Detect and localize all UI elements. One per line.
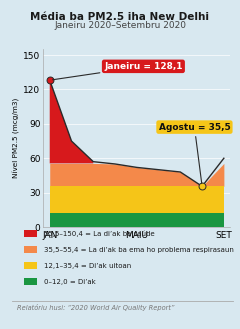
Text: Janeiru 2020–Setembru 2020: Janeiru 2020–Setembru 2020 bbox=[54, 21, 186, 30]
Text: Agostu = 35,5: Agostu = 35,5 bbox=[159, 123, 230, 184]
Text: Janeiru = 128,1: Janeiru = 128,1 bbox=[53, 62, 183, 80]
Text: 12,1–35,4 = Di’ak uitoan: 12,1–35,4 = Di’ak uitoan bbox=[44, 263, 132, 269]
Text: Relatóriu husi: “2020 World Air Quality Report”: Relatóriu husi: “2020 World Air Quality … bbox=[17, 304, 174, 311]
Y-axis label: Nível PM2.5 (mcg/m3): Nível PM2.5 (mcg/m3) bbox=[13, 98, 20, 178]
Text: Média ba PM2.5 iha New Delhi: Média ba PM2.5 iha New Delhi bbox=[30, 12, 210, 21]
Text: 0–12,0 = Di’ak: 0–12,0 = Di’ak bbox=[44, 279, 96, 285]
Text: 55,5–150,4 = La di’ak ba saúde: 55,5–150,4 = La di’ak ba saúde bbox=[44, 231, 155, 238]
Text: 35,5–55,4 = La di’ak ba ema ho problema respirasaun: 35,5–55,4 = La di’ak ba ema ho problema … bbox=[44, 247, 234, 253]
